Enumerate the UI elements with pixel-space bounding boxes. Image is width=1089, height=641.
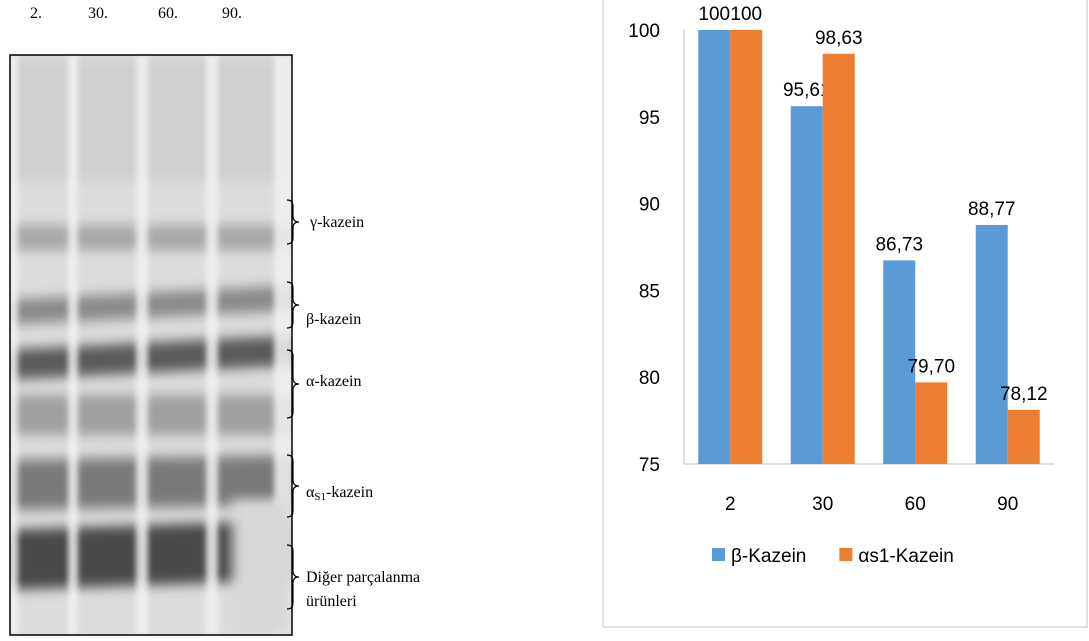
x-tick-label: 60	[905, 494, 926, 515]
y-tick-label: 75	[639, 455, 660, 476]
x-tick-label: 30	[812, 494, 833, 515]
legend-swatch	[712, 548, 725, 561]
lane-label: 60.	[158, 5, 178, 22]
band-label: β-kazein	[306, 311, 361, 328]
legend-label: β-Kazein	[731, 546, 806, 567]
legend-label: αs1-Kazein	[858, 546, 953, 567]
band-label-part: α	[306, 484, 315, 501]
y-tick-label: 95	[639, 108, 660, 129]
bar	[698, 30, 731, 464]
legend-swatch	[839, 548, 853, 561]
lane-label: 90.	[222, 5, 242, 22]
bar	[915, 382, 948, 464]
bar	[790, 106, 823, 465]
y-tick-label: 100	[628, 21, 660, 42]
band-label: ürünleri	[306, 593, 357, 610]
y-tick-label: 85	[639, 281, 660, 302]
y-tick-label: 90	[639, 195, 660, 216]
value-label: 86,73	[875, 234, 923, 255]
gel-image	[10, 55, 292, 635]
value-label: 79,70	[907, 356, 955, 377]
lane-label: 2.	[30, 5, 42, 22]
lane-label: 30.	[88, 5, 108, 22]
value-label: 95,61	[783, 80, 831, 101]
value-label: 88,77	[968, 199, 1016, 220]
value-label: 98,63	[815, 28, 863, 49]
band-label: Diğer parçalanma	[306, 569, 420, 586]
band-label: αS1-kazein	[306, 484, 373, 503]
chart-frame	[602, 0, 1088, 628]
bar	[730, 30, 763, 464]
band-label: γ-kazein	[309, 214, 364, 231]
y-tick-label: 80	[639, 368, 660, 389]
value-label: 100	[730, 4, 762, 25]
x-tick-label: 2	[725, 494, 736, 515]
bar	[1007, 409, 1040, 464]
value-label: 78,12	[1000, 384, 1048, 405]
band-label-sub: S1	[314, 491, 326, 503]
bar	[975, 224, 1008, 464]
band-label: α-kazein	[306, 373, 361, 390]
x-tick-label: 90	[997, 494, 1018, 515]
bar	[883, 260, 916, 464]
band-label-part: -kazein	[326, 484, 373, 501]
bar	[822, 53, 855, 464]
braces	[286, 199, 300, 610]
value-label: 100	[698, 4, 730, 25]
